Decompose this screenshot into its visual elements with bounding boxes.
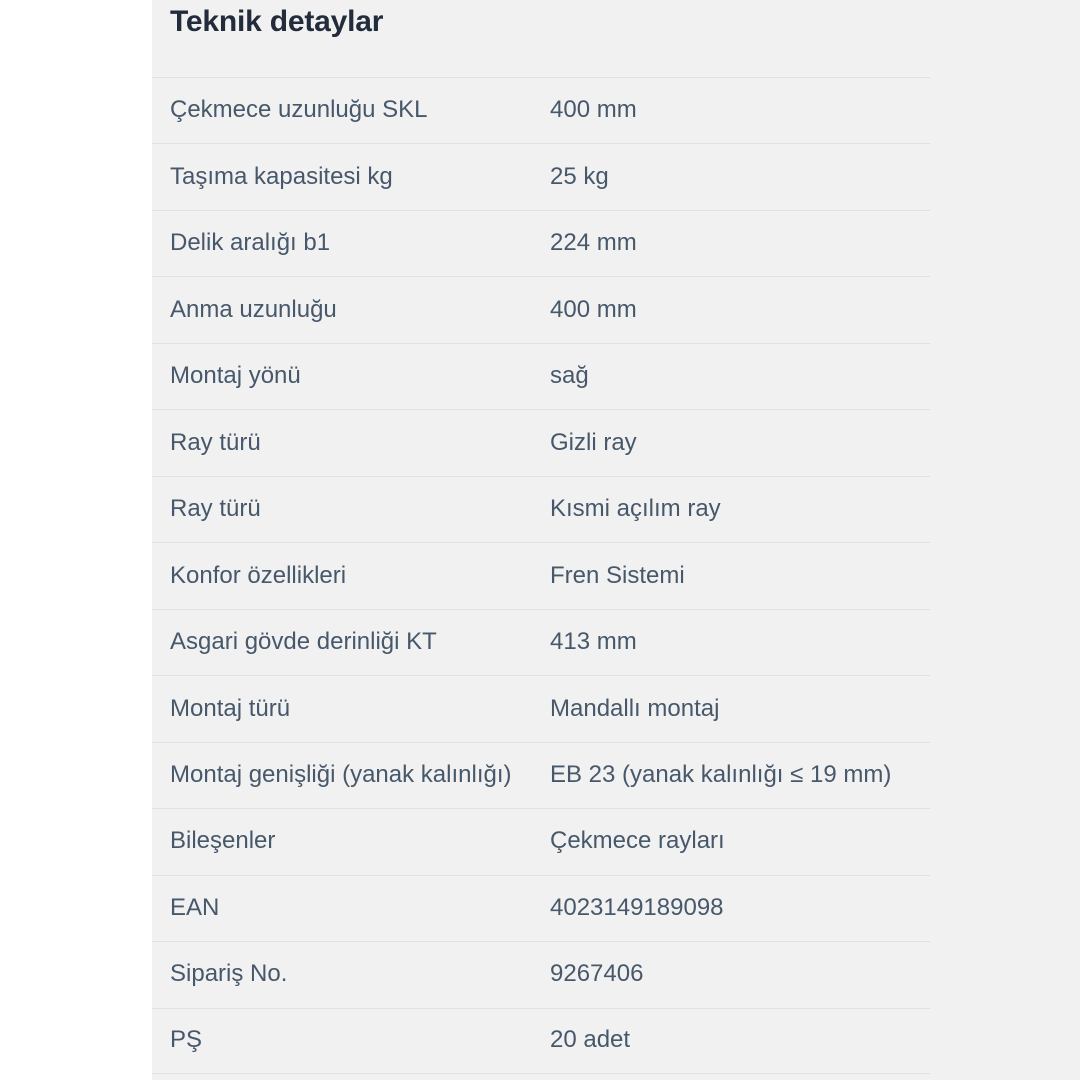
technical-details-section: Teknik detaylar Çekmece uzunluğu SKL 400… [152, 0, 1080, 1080]
spec-value: Mandallı montaj [550, 694, 720, 722]
section-header: Teknik detaylar [152, 0, 1080, 77]
spec-value: Fren Sistemi [550, 561, 685, 589]
spec-value: 20 adet [550, 1026, 631, 1054]
section-title: Teknik detaylar [170, 5, 384, 38]
spec-row: Çekmece uzunluğu SKL 400 mm [152, 77, 930, 143]
spec-label: Ray türü [170, 495, 261, 523]
spec-label: Delik aralığı b1 [170, 229, 331, 257]
spec-label: PŞ [170, 1026, 203, 1054]
spec-row: Delik aralığı b1 224 mm [152, 209, 930, 276]
spec-row: Anma uzunluğu 400 mm [152, 276, 930, 342]
spec-row: Ray türü Gizli ray [152, 409, 930, 475]
spec-label: Anma uzunluğu [170, 295, 337, 323]
spec-row: Montaj yönü sağ [152, 342, 930, 409]
spec-row: Ray türü Kısmi açılım ray [152, 475, 930, 542]
spec-value: EB 23 (yanak kalınlığı ≤ 19 mm) [550, 761, 892, 789]
spec-row: Bileşenler Çekmece rayları [152, 808, 930, 874]
spec-value: Kısmi açılım ray [550, 495, 721, 523]
spec-value: 400 mm [550, 96, 637, 124]
spec-label: EAN [170, 893, 220, 921]
spec-row: Montaj türü Mandallı montaj [152, 675, 930, 741]
spec-table: Çekmece uzunluğu SKL 400 mm Taşıma kapas… [152, 77, 930, 1075]
spec-value: 25 kg [550, 162, 609, 190]
spec-label: Bileşenler [170, 827, 276, 855]
spec-row: Taşıma kapasitesi kg 25 kg [152, 143, 930, 209]
spec-row: Sipariş No. 9267406 [152, 941, 930, 1007]
spec-value: 413 mm [550, 628, 637, 656]
spec-label: Sipariş No. [170, 960, 288, 988]
spec-value: sağ [550, 362, 589, 390]
spec-label: Çekmece uzunluğu SKL [170, 96, 428, 124]
spec-value: Gizli ray [550, 428, 637, 456]
spec-row: Asgari gövde derinliği KT 413 mm [152, 608, 930, 675]
spec-label: Konfor özellikleri [170, 561, 347, 589]
spec-value: 400 mm [550, 295, 637, 323]
spec-label: Montaj türü [170, 694, 291, 722]
spec-label: Asgari gövde derinliği KT [170, 628, 437, 656]
spec-row: EAN 4023149189098 [152, 874, 930, 941]
spec-label: Montaj genişliği (yanak kalınlığı) [170, 761, 512, 789]
spec-value: Çekmece rayları [550, 827, 725, 855]
spec-row: Konfor özellikleri Fren Sistemi [152, 542, 930, 608]
spec-value: 224 mm [550, 229, 637, 257]
spec-label: Taşıma kapasitesi kg [170, 162, 393, 190]
spec-row: PŞ 20 adet [152, 1007, 930, 1075]
spec-label: Montaj yönü [170, 362, 301, 390]
spec-value: 4023149189098 [550, 893, 724, 921]
spec-row: Montaj genişliği (yanak kalınlığı) EB 23… [152, 741, 930, 808]
spec-label: Ray türü [170, 428, 261, 456]
spec-value: 9267406 [550, 960, 644, 988]
